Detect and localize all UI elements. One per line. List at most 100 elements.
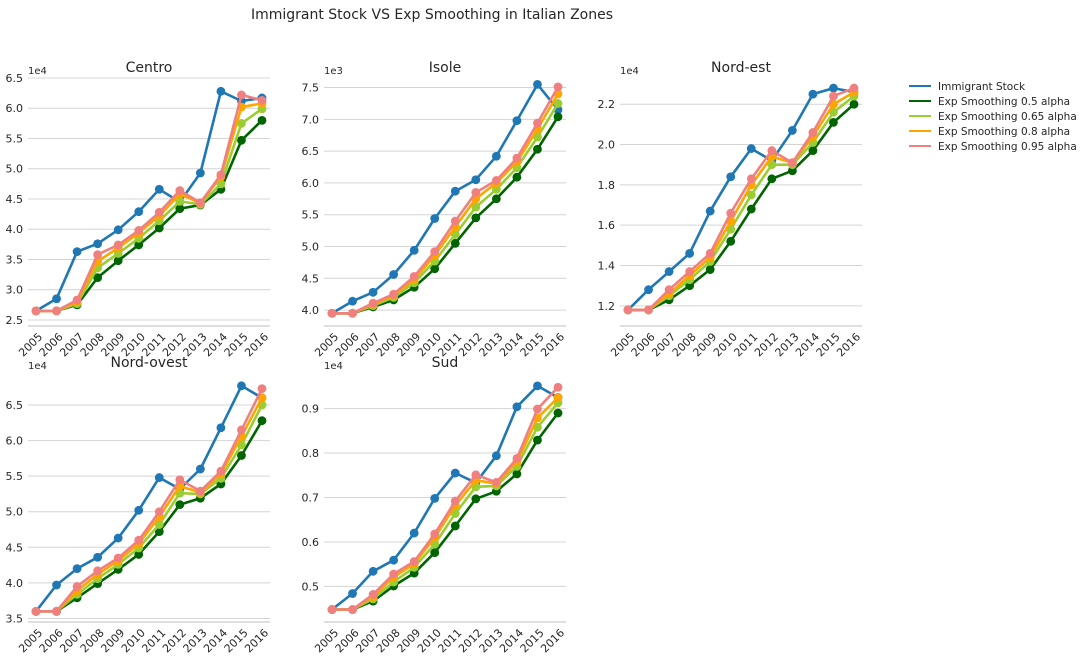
data-point (512, 116, 522, 126)
series-line (36, 102, 263, 313)
data-point (72, 582, 82, 591)
data-point (450, 521, 460, 531)
data-point (705, 249, 715, 258)
series-line (332, 386, 559, 611)
y-tick-label: 1.8 (598, 179, 616, 192)
y-tick-label: 2.5 (6, 314, 24, 327)
data-point (787, 126, 797, 135)
data-point (664, 267, 674, 276)
data-point (237, 451, 246, 460)
data-point (348, 308, 357, 318)
data-point (348, 605, 357, 614)
data-point (746, 144, 756, 153)
y-tick-label: 6.0 (6, 102, 24, 115)
data-point (409, 557, 419, 566)
data-point (93, 239, 103, 249)
data-point (450, 216, 460, 226)
data-point (195, 464, 205, 474)
data-point (348, 296, 357, 306)
data-point (72, 247, 82, 256)
axis-multiplier: 1e4 (28, 66, 47, 77)
data-point (368, 566, 378, 576)
data-point (113, 256, 123, 266)
data-point (430, 529, 440, 539)
data-point (705, 206, 715, 216)
panels: 2.53.03.54.04.55.05.56.06.52005200620072… (6, 60, 864, 655)
data-point (216, 466, 226, 476)
data-point (430, 214, 440, 223)
y-tick-label: 0.7 (302, 492, 320, 505)
data-point (553, 408, 563, 418)
panel-sud: 0.50.60.70.80.92005200620072008200920102… (302, 355, 568, 655)
data-point (491, 194, 501, 204)
series-line (34, 384, 263, 613)
data-point (644, 285, 653, 295)
data-point (113, 553, 123, 563)
y-tick-label: 6.0 (6, 435, 24, 448)
data-point (175, 204, 185, 214)
data-point (450, 468, 460, 478)
y-tick-label: 4.0 (302, 304, 320, 317)
data-point (409, 528, 419, 538)
series-immigrant-stock (327, 79, 563, 318)
data-point (553, 82, 563, 92)
data-point (553, 393, 563, 402)
legend-entry: Exp Smoothing 0.95 alpha (909, 141, 1077, 153)
data-point (685, 281, 695, 291)
legend-entry: Immigrant Stock (909, 81, 1026, 93)
panel-title: Nord-ovest (111, 355, 189, 371)
data-point (430, 264, 440, 274)
y-tick-label: 4.5 (6, 541, 24, 554)
data-point (368, 298, 378, 308)
data-point (746, 174, 756, 184)
series-exp-smoothing-0-95-alpha (623, 83, 859, 315)
y-tick-label: 6.5 (6, 72, 24, 85)
series-line (331, 384, 559, 611)
data-point (154, 527, 164, 537)
y-tick-label: 0.5 (302, 580, 320, 593)
data-point (808, 89, 818, 99)
data-point (512, 402, 522, 412)
y-tick-label: 6.0 (302, 177, 320, 190)
y-tick-label: 4.0 (6, 577, 24, 590)
y-tick-label: 1.6 (598, 219, 616, 232)
x-tick-label: 2016 (538, 626, 567, 655)
data-point (52, 306, 61, 316)
legend: Immigrant Stock Exp Smoothing 0.5 alpha Ex… (909, 81, 1077, 153)
y-tick-label: 0.8 (302, 447, 320, 460)
series-exp-smoothing-0-95-alpha (31, 90, 267, 316)
data-point (113, 240, 123, 250)
data-point (491, 175, 501, 185)
series-exp-smoothing-0-5-alpha (623, 99, 859, 315)
data-point (327, 605, 337, 614)
panel-nord-ovest: 3.54.04.55.05.56.06.52005200620072008200… (6, 355, 272, 655)
data-point (195, 168, 205, 178)
data-point (134, 240, 144, 250)
y-tick-label: 6.5 (302, 145, 320, 158)
legend-label: Immigrant Stock (938, 81, 1026, 93)
series-exp-smoothing-0-65-alpha (31, 400, 267, 616)
data-point (195, 198, 205, 208)
data-point (471, 470, 481, 480)
y-tick-label: 1.4 (598, 260, 616, 273)
data-point (175, 500, 185, 510)
data-point (787, 166, 797, 176)
data-point (533, 144, 542, 154)
data-point (257, 384, 267, 394)
data-point (512, 172, 522, 182)
y-tick-label: 4.0 (6, 223, 24, 236)
data-point (553, 112, 563, 122)
x-tick-label: 2016 (538, 330, 567, 359)
data-point (808, 146, 818, 155)
data-point (195, 486, 205, 496)
data-point (491, 151, 501, 161)
data-point (52, 294, 61, 304)
y-tick-label: 3.0 (6, 284, 24, 297)
panel-title: Sud (432, 355, 459, 371)
y-tick-label: 5.0 (6, 163, 24, 176)
data-point (72, 295, 82, 305)
series-exp-smoothing-0-5-alpha (31, 416, 267, 616)
data-point (829, 91, 838, 101)
y-tick-label: 5.5 (302, 209, 320, 222)
data-point (134, 535, 144, 545)
